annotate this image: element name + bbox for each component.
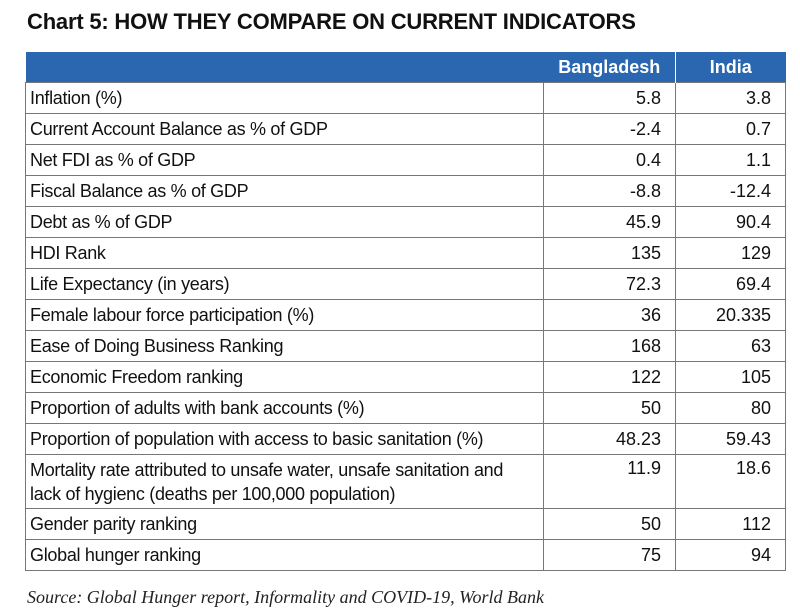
bangladesh-value: 72.3 <box>543 268 676 300</box>
bangladesh-value: 36 <box>543 299 676 331</box>
chart-title: Chart 5: HOW THEY COMPARE ON CURRENT IND… <box>27 9 636 34</box>
indicator-label: Net FDI as % of GDP <box>25 144 544 176</box>
bangladesh-value: 48.23 <box>543 423 676 455</box>
india-value: 94 <box>675 539 786 571</box>
table-row: Life Expectancy (in years) 72.3 69.4 <box>25 268 786 300</box>
table-row: Inflation (%) 5.8 3.8 <box>25 82 786 114</box>
bangladesh-value: 75 <box>543 539 676 571</box>
indicator-label: Debt as % of GDP <box>25 206 544 238</box>
table-row: Debt as % of GDP 45.9 90.4 <box>25 206 786 238</box>
india-value: 1.1 <box>675 144 786 176</box>
header-indicator <box>25 52 544 83</box>
indicator-label: Life Expectancy (in years) <box>25 268 544 300</box>
table-row: HDI Rank 135 129 <box>25 237 786 269</box>
indicator-table: Bangladesh India Inflation (%) 5.8 3.8 Curr… <box>25 52 786 571</box>
bangladesh-value: 50 <box>543 392 676 424</box>
bangladesh-value: -2.4 <box>543 113 676 145</box>
india-value: 80 <box>675 392 786 424</box>
table-row: Gender parity ranking 50 112 <box>25 508 786 540</box>
bangladesh-value: 11.9 <box>543 454 676 509</box>
india-value: 105 <box>675 361 786 393</box>
indicator-label: Fiscal Balance as % of GDP <box>25 175 544 207</box>
header-india: India <box>675 52 786 83</box>
bangladesh-value: 5.8 <box>543 82 676 114</box>
indicator-label: Inflation (%) <box>25 82 544 114</box>
india-value: -12.4 <box>675 175 786 207</box>
indicator-label: Global hunger ranking <box>25 539 544 571</box>
table-row: Proportion of adults with bank accounts … <box>25 392 786 424</box>
bangladesh-value: 0.4 <box>543 144 676 176</box>
bangladesh-value: 122 <box>543 361 676 393</box>
bangladesh-value: 135 <box>543 237 676 269</box>
india-value: 18.6 <box>675 454 786 509</box>
table-row: Current Account Balance as % of GDP -2.4 0… <box>25 113 786 145</box>
india-value: 69.4 <box>675 268 786 300</box>
indicator-label: HDI Rank <box>25 237 544 269</box>
indicator-label: Economic Freedom ranking <box>25 361 544 393</box>
india-value: 0.7 <box>675 113 786 145</box>
bangladesh-value: 50 <box>543 508 676 540</box>
table-row: Global hunger ranking 75 94 <box>25 539 786 571</box>
table-body: Inflation (%) 5.8 3.8 Current Account Balan… <box>25 82 786 571</box>
bangladesh-value: 168 <box>543 330 676 362</box>
indicator-table-container: Bangladesh India Inflation (%) 5.8 3.8 Curr… <box>25 52 786 571</box>
table-row: Fiscal Balance as % of GDP -8.8 -12.4 <box>25 175 786 207</box>
table-row: Economic Freedom ranking 122 105 <box>25 361 786 393</box>
indicator-label: Current Account Balance as % of GDP <box>25 113 544 145</box>
table-row: Proportion of population with access to … <box>25 423 786 455</box>
india-value: 112 <box>675 508 786 540</box>
indicator-label: Female labour force participation (%) <box>25 299 544 331</box>
indicator-label: Proportion of population with access to … <box>25 423 544 455</box>
indicator-label: Proportion of adults with bank accounts … <box>25 392 544 424</box>
bangladesh-value: -8.8 <box>543 175 676 207</box>
india-value: 3.8 <box>675 82 786 114</box>
header-bangladesh: Bangladesh <box>543 52 676 83</box>
indicator-label: Gender parity ranking <box>25 508 544 540</box>
india-value: 59.43 <box>675 423 786 455</box>
indicator-label: Mortality rate attributed to unsafe wate… <box>25 454 544 509</box>
table-row: Female labour force participation (%) 36 2… <box>25 299 786 331</box>
table-row: Net FDI as % of GDP 0.4 1.1 <box>25 144 786 176</box>
india-value: 90.4 <box>675 206 786 238</box>
table-row: Ease of Doing Business Ranking 168 63 <box>25 330 786 362</box>
source-note: Source: Global Hunger report, Informalit… <box>27 587 544 607</box>
india-value: 63 <box>675 330 786 362</box>
table-row: Mortality rate attributed to unsafe wate… <box>25 454 786 509</box>
table-header-row: Bangladesh India <box>25 52 786 83</box>
india-value: 20.335 <box>675 299 786 331</box>
indicator-label: Ease of Doing Business Ranking <box>25 330 544 362</box>
india-value: 129 <box>675 237 786 269</box>
bangladesh-value: 45.9 <box>543 206 676 238</box>
